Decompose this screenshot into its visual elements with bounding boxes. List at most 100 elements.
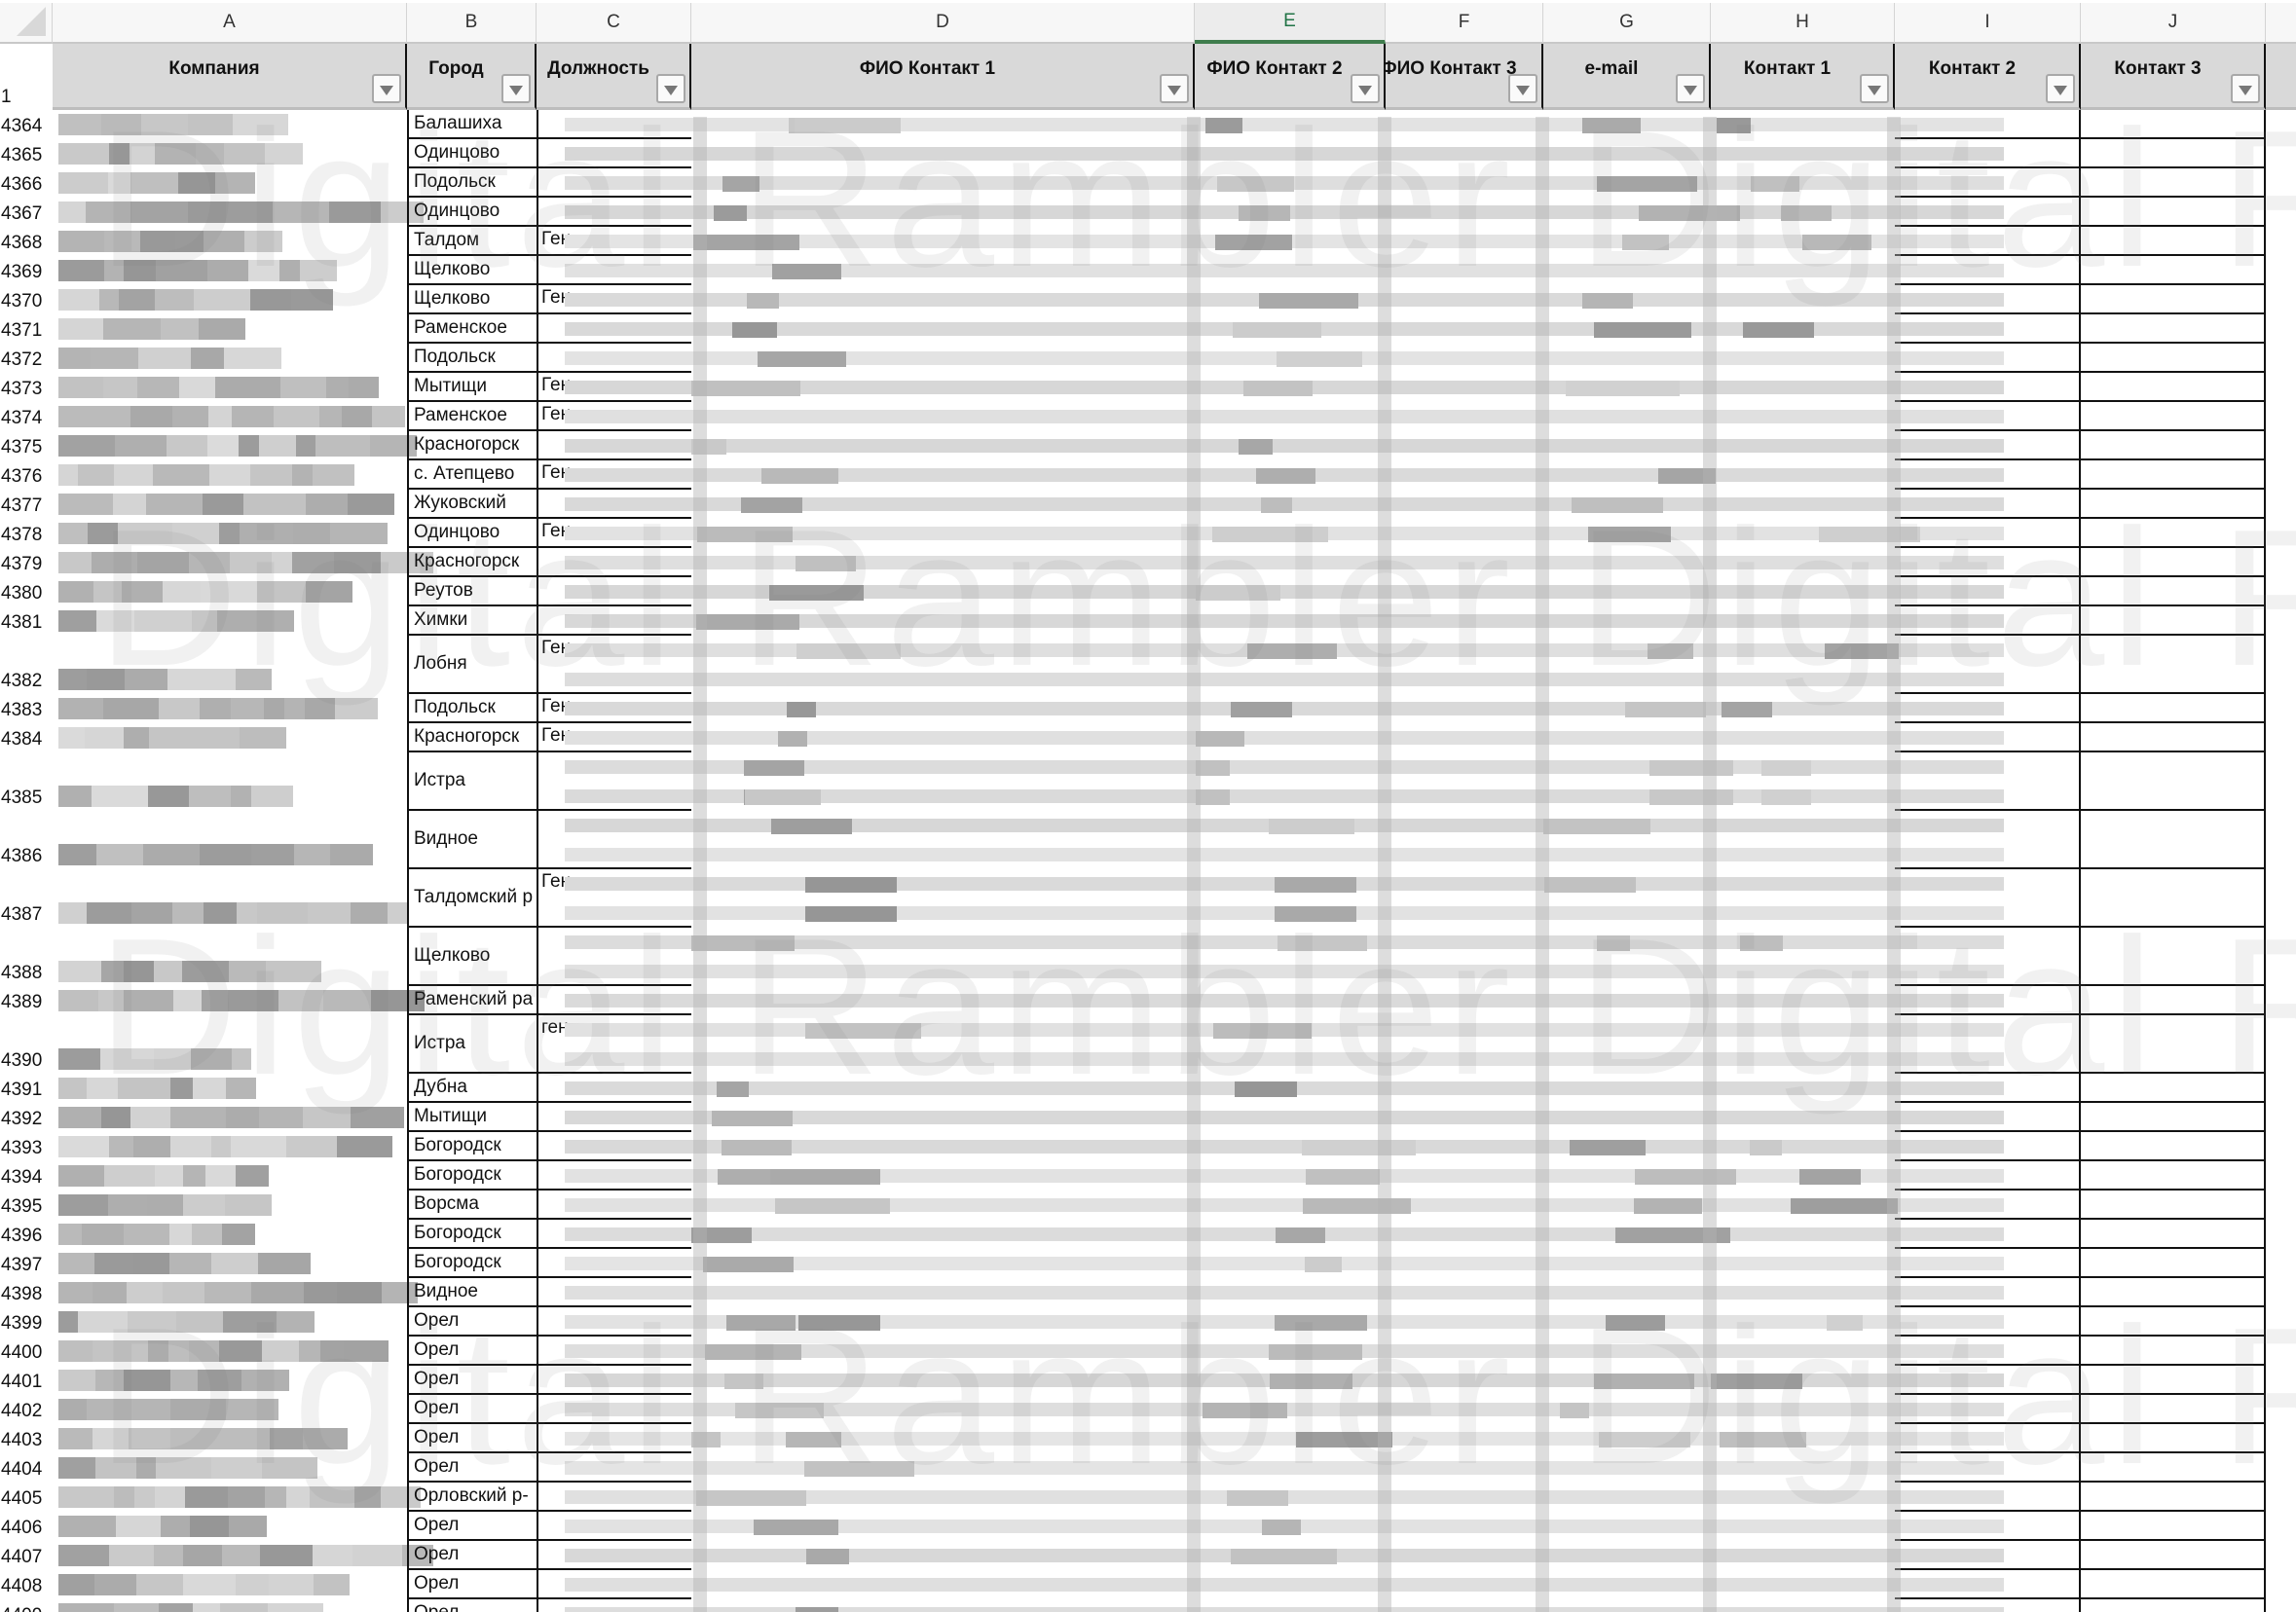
city-cell[interactable]: Раменское: [407, 402, 538, 431]
contact2-cell[interactable]: [1895, 1220, 2081, 1249]
city-cell[interactable]: Реутов: [407, 577, 538, 606]
row-number[interactable]: 4402: [0, 1395, 53, 1424]
city-cell[interactable]: Красногорск: [407, 548, 538, 577]
contact2-cell[interactable]: [1895, 1366, 2081, 1395]
column-header-d[interactable]: D: [691, 3, 1195, 44]
city-cell[interactable]: Красногорск: [407, 723, 538, 752]
row-number[interactable]: 4399: [0, 1307, 53, 1337]
city-cell[interactable]: Орел: [407, 1337, 538, 1366]
row-number[interactable]: 4391: [0, 1074, 53, 1103]
contact2-cell[interactable]: [1895, 869, 2081, 928]
city-cell[interactable]: Красногорск: [407, 431, 538, 460]
contact2-cell[interactable]: [1895, 694, 2081, 723]
contact2-cell[interactable]: [1895, 636, 2081, 694]
contact3-cell[interactable]: [2081, 606, 2266, 636]
contact3-cell[interactable]: [2081, 811, 2266, 869]
row-number[interactable]: 4384: [0, 723, 53, 752]
contact3-cell[interactable]: [2081, 1278, 2266, 1307]
contact3-cell[interactable]: [2081, 1570, 2266, 1599]
filter-dropdown-icon[interactable]: [1508, 74, 1537, 103]
contact2-cell[interactable]: [1895, 986, 2081, 1015]
contact3-cell[interactable]: [2081, 1161, 2266, 1191]
city-cell[interactable]: Орел: [407, 1424, 538, 1453]
row-number[interactable]: 4372: [0, 344, 53, 373]
city-cell[interactable]: Богородск: [407, 1132, 538, 1161]
contact2-cell[interactable]: [1895, 1132, 2081, 1161]
contact3-cell[interactable]: [2081, 1512, 2266, 1541]
contact3-cell[interactable]: [2081, 110, 2266, 139]
city-cell[interactable]: Раменское: [407, 314, 538, 344]
contact3-cell[interactable]: [2081, 1249, 2266, 1278]
contact3-cell[interactable]: [2081, 1424, 2266, 1453]
position-cell[interactable]: [537, 490, 691, 519]
city-cell[interactable]: Орел: [407, 1541, 538, 1570]
column-header-b[interactable]: B: [407, 3, 537, 44]
contact2-cell[interactable]: [1895, 256, 2081, 285]
position-cell[interactable]: [537, 168, 691, 198]
city-cell[interactable]: с. Атепцево: [407, 460, 538, 490]
city-cell[interactable]: Мытищи: [407, 373, 538, 402]
city-cell[interactable]: Орел: [407, 1570, 538, 1599]
contact2-cell[interactable]: [1895, 1541, 2081, 1570]
position-cell[interactable]: Ген: [537, 636, 691, 694]
row-number[interactable]: 4403: [0, 1424, 53, 1453]
contact3-cell[interactable]: [2081, 1015, 2266, 1074]
filter-dropdown-icon[interactable]: [2231, 74, 2260, 103]
contact3-cell[interactable]: [2081, 752, 2266, 811]
position-cell[interactable]: [537, 811, 691, 869]
position-cell[interactable]: [537, 1191, 691, 1220]
city-cell[interactable]: Одинцово: [407, 519, 538, 548]
row-number[interactable]: 4406: [0, 1512, 53, 1541]
position-cell[interactable]: Ген: [537, 285, 691, 314]
filter-dropdown-icon[interactable]: [1351, 74, 1380, 103]
city-cell[interactable]: Дубна: [407, 1074, 538, 1103]
position-cell[interactable]: [537, 1249, 691, 1278]
select-all-corner[interactable]: [0, 3, 53, 44]
city-cell[interactable]: Орел: [407, 1512, 538, 1541]
contact2-cell[interactable]: [1895, 1191, 2081, 1220]
position-cell[interactable]: Ген: [537, 723, 691, 752]
position-cell[interactable]: [537, 110, 691, 139]
contact2-cell[interactable]: [1895, 811, 2081, 869]
city-cell[interactable]: Орел: [407, 1453, 538, 1483]
contact2-cell[interactable]: [1895, 1307, 2081, 1337]
position-cell[interactable]: [537, 1278, 691, 1307]
filter-dropdown-icon[interactable]: [372, 74, 401, 103]
position-cell[interactable]: Ген: [537, 869, 691, 928]
position-cell[interactable]: [537, 1307, 691, 1337]
header-cell[interactable]: Контакт 2: [1895, 44, 2081, 110]
row-number[interactable]: 4378: [0, 519, 53, 548]
column-header-e[interactable]: E: [1195, 3, 1386, 44]
contact2-cell[interactable]: [1895, 1015, 2081, 1074]
city-cell[interactable]: Орловский р-: [407, 1483, 538, 1512]
contact2-cell[interactable]: [1895, 285, 2081, 314]
row-number[interactable]: 4395: [0, 1191, 53, 1220]
row-number[interactable]: 4405: [0, 1483, 53, 1512]
column-header-a[interactable]: A: [53, 3, 407, 44]
contact2-cell[interactable]: [1895, 1074, 2081, 1103]
contact3-cell[interactable]: [2081, 139, 2266, 168]
city-cell[interactable]: Щелково: [407, 285, 538, 314]
column-header-i[interactable]: I: [1895, 3, 2081, 44]
contact3-cell[interactable]: [2081, 198, 2266, 227]
city-cell[interactable]: Ворсма: [407, 1191, 538, 1220]
city-cell[interactable]: Раменский ра: [407, 986, 538, 1015]
row-number[interactable]: 4385: [0, 752, 53, 811]
position-cell[interactable]: [537, 314, 691, 344]
contact2-cell[interactable]: [1895, 752, 2081, 811]
header-cell[interactable]: Город: [407, 44, 537, 110]
position-cell[interactable]: ген: [537, 1015, 691, 1074]
filter-dropdown-icon[interactable]: [1860, 74, 1889, 103]
contact2-cell[interactable]: [1895, 1453, 2081, 1483]
contact3-cell[interactable]: [2081, 1453, 2266, 1483]
contact2-cell[interactable]: [1895, 198, 2081, 227]
contact2-cell[interactable]: [1895, 110, 2081, 139]
position-cell[interactable]: [537, 1424, 691, 1453]
row-number[interactable]: 4389: [0, 986, 53, 1015]
contact3-cell[interactable]: [2081, 1307, 2266, 1337]
city-cell[interactable]: Орел: [407, 1395, 538, 1424]
contact2-cell[interactable]: [1895, 1337, 2081, 1366]
contact2-cell[interactable]: [1895, 227, 2081, 256]
position-cell[interactable]: [537, 986, 691, 1015]
position-cell[interactable]: [537, 1483, 691, 1512]
